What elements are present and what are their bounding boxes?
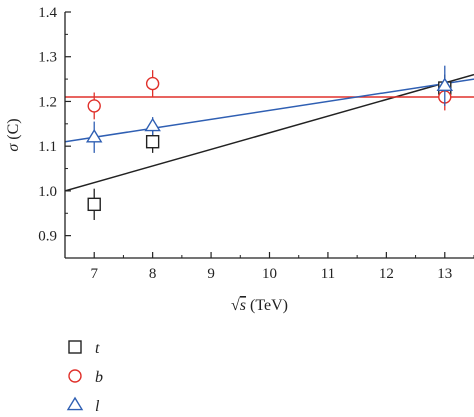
data-point-t [145, 135, 160, 149]
legend-marker-l [66, 396, 84, 411]
legend-marker-t [68, 340, 82, 354]
y-tick-label: 1.0 [38, 184, 57, 200]
axis-layer: 7 8 9 10 11 12 13 0.9 1.0 1.1 1.2 1.3 1.4 √s (TeV) σ (… [5, 5, 474, 314]
x-tick-label: 11 [321, 266, 335, 282]
x-tick-label: 13 [437, 266, 452, 282]
fit-line-l [65, 78, 474, 143]
y-tick-label: 1.3 [38, 50, 57, 66]
data-point-l [436, 77, 454, 92]
x-tick-label: 7 [90, 266, 98, 282]
plot-layer [65, 65, 474, 220]
y-tick-label: 1.4 [38, 5, 57, 21]
x-axis-title-unit: (TeV) [246, 297, 288, 314]
y-axis-title-unit: (C) [5, 118, 22, 143]
fit-line-t [65, 73, 474, 192]
x-tick-label: 8 [149, 266, 157, 282]
x-tick-label: 12 [379, 266, 394, 282]
y-tick-label: 1.2 [38, 94, 57, 110]
data-point-l [144, 117, 161, 132]
x-axis-title-var: s [240, 297, 246, 314]
legend-label-t: t [95, 340, 100, 357]
legend: tbl [66, 340, 103, 415]
y-axis-title-var: σ [5, 143, 22, 152]
x-tick-label: 10 [262, 266, 277, 282]
legend-marker-b [68, 369, 82, 383]
legend-label-b: b [95, 369, 103, 386]
y-axis-title: σ (C) [5, 118, 22, 151]
data-point-t [87, 197, 101, 212]
data-point-l [85, 128, 103, 143]
y-tick-label: 1.1 [38, 139, 57, 155]
x-tick-label: 9 [207, 266, 215, 282]
x-axis-title: √s (TeV) [231, 297, 288, 314]
data-point-b [87, 99, 101, 113]
data-point-b [145, 76, 160, 91]
x-axis-title-root: √ [231, 297, 240, 314]
legend-label-l: l [95, 398, 100, 415]
y-tick-label: 0.9 [38, 229, 57, 245]
